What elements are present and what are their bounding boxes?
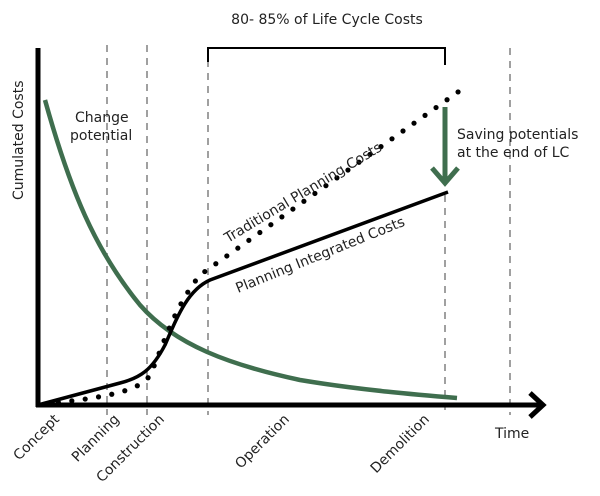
traditional-curve-dot [433,104,439,111]
phase-label-operation: Operation [232,412,293,473]
bracket-title: 80- 85% of Life Cycle Costs [231,12,423,28]
traditional-curve-dot [122,388,128,394]
integrated-costs-curve [37,190,449,407]
traditional-curve-dot [69,398,75,404]
traditional-curve-dot [151,363,157,369]
life-cycle-bracket [207,47,446,65]
x-axis-arrow-icon [528,391,547,419]
traditional-curve-dot [213,261,219,267]
traditional-curve-dot [268,222,274,228]
traditional-curve-dot [166,325,172,331]
traditional-curve-dot [172,313,178,319]
traditional-curve-dot [134,383,140,389]
change-potential-curve [42,99,458,401]
traditional-curve-dot [422,112,428,118]
traditional-curve-dot [235,245,241,251]
saving-arrow-icon [430,107,460,187]
traditional-curve-dot [356,159,362,165]
traditional-curve-dot [185,289,191,295]
traditional-curve-dot [257,229,263,236]
traditional-curve-dot [224,253,230,259]
phase-label-concept: Concept [11,411,64,464]
traditional-curve-dot [323,183,329,189]
traditional-curve-dot [345,167,351,173]
change-potential-label-2: potential [70,128,132,144]
saving-label-2: at the end of LC [457,145,570,161]
x-axis-label: Time [494,426,529,442]
traditional-curve-dot [246,237,252,243]
traditional-curve-dot [279,214,285,220]
traditional-curve-dot [156,350,162,356]
traditional-curve-dot [455,89,461,95]
saving-label-1: Saving potentials [457,127,578,143]
traditional-curve-dot [389,136,395,142]
traditional-costs-curve [42,89,461,407]
traditional-curve-dot [161,338,167,344]
traditional-curve-dot [178,301,184,307]
traditional-curve-dot [411,120,417,126]
phase-label-demolition: Demolition [368,412,433,477]
phase-dividers [106,45,511,415]
traditional-curve-dot [82,396,88,402]
traditional-curve-dot [290,206,296,212]
change-potential-label-1: Change [75,110,129,126]
y-axis-label: Cumulated Costs [11,81,27,201]
traditional-curve-dot [444,97,450,103]
traditional-curve-dot [301,198,307,204]
traditional-curve-dot [109,391,115,397]
traditional-curve-dot [192,278,198,284]
traditional-curve-dot [202,268,208,275]
traditional-curve-dot [378,144,384,150]
traditional-curve-dot [145,375,151,381]
traditional-curve-dot [334,175,340,181]
traditional-curve-dot [95,394,102,400]
traditional-curve-dot [367,151,373,158]
traditional-curve-dot [312,190,318,197]
traditional-curve-dot [400,128,406,134]
